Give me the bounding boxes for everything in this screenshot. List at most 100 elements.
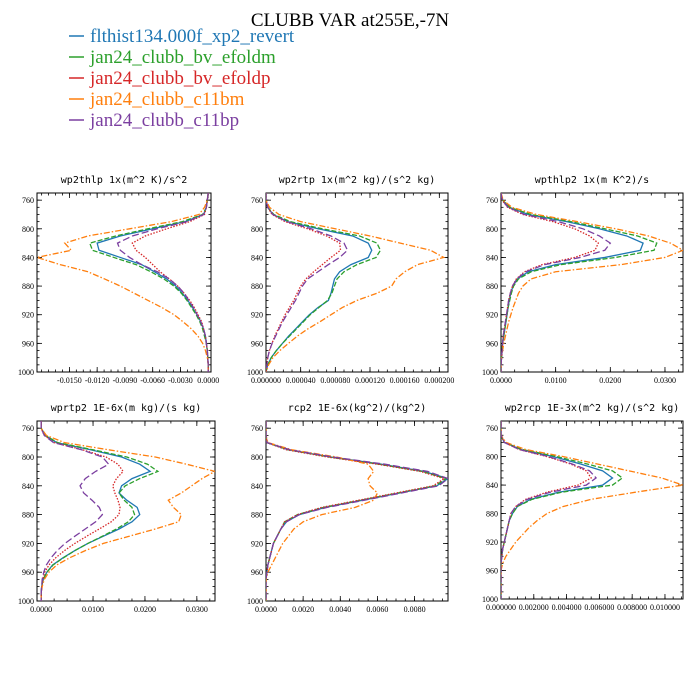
panel: rcp2 1E-6x(kg^2)/(kg^2) 760 800 840 880 920 96… bbox=[247, 403, 449, 614]
series-line bbox=[501, 421, 683, 599]
legend-entry: jan24_clubb_c11bp bbox=[69, 110, 239, 131]
series-group bbox=[40, 421, 215, 601]
legend-label: jan24_clubb_bv_efoldp bbox=[89, 68, 270, 89]
x-tick-label: -0.0060 bbox=[140, 376, 165, 385]
x-tick-label: 0.000160 bbox=[390, 376, 420, 385]
y-tick-label: 960 bbox=[22, 568, 34, 577]
x-tick-label: 0.002000 bbox=[519, 603, 549, 612]
y-tick-label: 1000 bbox=[482, 595, 498, 604]
x-tick-label: 0.006000 bbox=[584, 603, 614, 612]
y-tick-label: 880 bbox=[251, 511, 263, 520]
y-tick-label: 880 bbox=[22, 511, 34, 520]
y-tick-label: 920 bbox=[22, 539, 34, 548]
y-tick-label: 800 bbox=[251, 225, 263, 234]
y-tick-label: 800 bbox=[251, 453, 263, 462]
series-line bbox=[266, 421, 448, 601]
x-tick-label: 0.000080 bbox=[320, 376, 350, 385]
y-tick-label: 800 bbox=[486, 225, 498, 234]
panels: wp2thlp 1x(m^2 K)/s^2 760 800 840 880 920 960 1… bbox=[18, 175, 684, 614]
x-tick-label: 0.0000 bbox=[490, 376, 512, 385]
series-line bbox=[501, 421, 598, 599]
plot-frame bbox=[265, 192, 449, 373]
y-tick-label: 880 bbox=[22, 282, 34, 291]
series-line bbox=[40, 421, 160, 601]
series-line bbox=[501, 421, 624, 599]
x-tick-label: 0.000040 bbox=[286, 376, 316, 385]
plot-frame bbox=[36, 192, 212, 373]
x-tick-label: 0.0200 bbox=[599, 376, 621, 385]
y-tick-label: 920 bbox=[251, 311, 263, 320]
plot-frame bbox=[265, 420, 449, 602]
figure-title: CLUBB VAR at255E,-7N bbox=[251, 10, 450, 31]
legend-label: jan24_clubb_c11bp bbox=[89, 110, 239, 131]
panel-title: wp2rtp 1x(m^2 kg)/(s^2 kg) bbox=[279, 175, 436, 186]
plot-frame bbox=[500, 420, 684, 600]
y-tick-label: 760 bbox=[486, 424, 498, 433]
y-tick-label: 920 bbox=[251, 539, 263, 548]
y-tick-label: 760 bbox=[22, 196, 34, 205]
x-tick-label: 0.0080 bbox=[404, 605, 426, 614]
y-tick-label: 840 bbox=[22, 253, 34, 262]
y-tick-label: 960 bbox=[251, 568, 263, 577]
panel-title: rcp2 1E-6x(kg^2)/(kg^2) bbox=[288, 403, 426, 414]
legend-label: jan24_clubb_bv_efoldm bbox=[89, 47, 276, 68]
x-tick-label: 0.0000 bbox=[255, 605, 277, 614]
y-tick-label: 1000 bbox=[18, 597, 34, 606]
y-tick-label: 880 bbox=[251, 282, 263, 291]
panel: wp2thlp 1x(m^2 K)/s^2 760 800 840 880 920 960 1… bbox=[18, 175, 219, 385]
y-tick-label: 960 bbox=[486, 339, 498, 348]
plot-frame bbox=[500, 192, 684, 373]
y-tick-label: 1000 bbox=[247, 368, 263, 377]
y-tick-label: 800 bbox=[486, 453, 498, 462]
series-line bbox=[266, 193, 349, 372]
legend-entry: jan24_clubb_bv_efoldm bbox=[69, 47, 276, 68]
y-tick-label: 880 bbox=[486, 282, 498, 291]
series-group bbox=[266, 421, 448, 601]
x-tick-label: -0.0120 bbox=[85, 376, 110, 385]
series-line bbox=[501, 193, 612, 372]
panel-title: wprtp2 1E-6x(m kg)/(s kg) bbox=[51, 403, 202, 414]
series-line bbox=[266, 193, 342, 372]
y-tick-label: 920 bbox=[22, 311, 34, 320]
panel-title: wp2rcp 1E-3x(m^2 kg)/(s^2 kg) bbox=[505, 403, 680, 414]
legend-entry: jan24_clubb_bv_efoldp bbox=[69, 68, 270, 89]
series-line bbox=[501, 193, 683, 372]
series-group bbox=[266, 193, 446, 372]
y-tick-label: 760 bbox=[251, 196, 263, 205]
y-tick-label: 1000 bbox=[247, 597, 263, 606]
x-tick-label: 0.004000 bbox=[552, 603, 582, 612]
y-tick-label: 800 bbox=[22, 225, 34, 234]
series-line bbox=[116, 193, 209, 372]
x-tick-label: 0.008000 bbox=[617, 603, 647, 612]
series-line bbox=[266, 421, 446, 601]
y-tick-label: 960 bbox=[22, 339, 34, 348]
x-tick-label: 0.0300 bbox=[654, 376, 676, 385]
x-tick-label: -0.0090 bbox=[113, 376, 138, 385]
x-tick-label: 0.0060 bbox=[366, 605, 388, 614]
series-line bbox=[266, 421, 448, 601]
y-tick-label: 840 bbox=[251, 253, 263, 262]
x-tick-label: 0.0100 bbox=[545, 376, 567, 385]
y-tick-label: 920 bbox=[486, 538, 498, 547]
legend: flthist134.000f_xp2_revertjan24_clubb_bv… bbox=[69, 26, 295, 131]
panel-title: wp2thlp 1x(m^2 K)/s^2 bbox=[61, 175, 187, 186]
y-tick-label: 760 bbox=[22, 424, 34, 433]
legend-label: flthist134.000f_xp2_revert bbox=[90, 26, 295, 47]
panel-title: wpthlp2 1x(m K^2)/s bbox=[535, 175, 649, 186]
panel: wp2rtp 1x(m^2 kg)/(s^2 kg) 760 800 840 880 92… bbox=[247, 175, 454, 385]
legend-entry: flthist134.000f_xp2_revert bbox=[69, 26, 295, 47]
y-tick-label: 920 bbox=[486, 311, 498, 320]
series-group bbox=[501, 421, 683, 599]
y-tick-label: 960 bbox=[486, 567, 498, 576]
series-group bbox=[501, 193, 683, 372]
series-group bbox=[37, 193, 209, 372]
x-tick-label: 0.0000 bbox=[197, 376, 219, 385]
series-line bbox=[266, 193, 382, 372]
y-tick-label: 1000 bbox=[18, 368, 34, 377]
x-tick-label: 0.000120 bbox=[355, 376, 385, 385]
x-tick-label: -0.0030 bbox=[168, 376, 193, 385]
x-tick-label: 0.0300 bbox=[186, 605, 208, 614]
x-tick-label: 0.0200 bbox=[134, 605, 156, 614]
legend-entry: jan24_clubb_c11bm bbox=[69, 89, 245, 110]
